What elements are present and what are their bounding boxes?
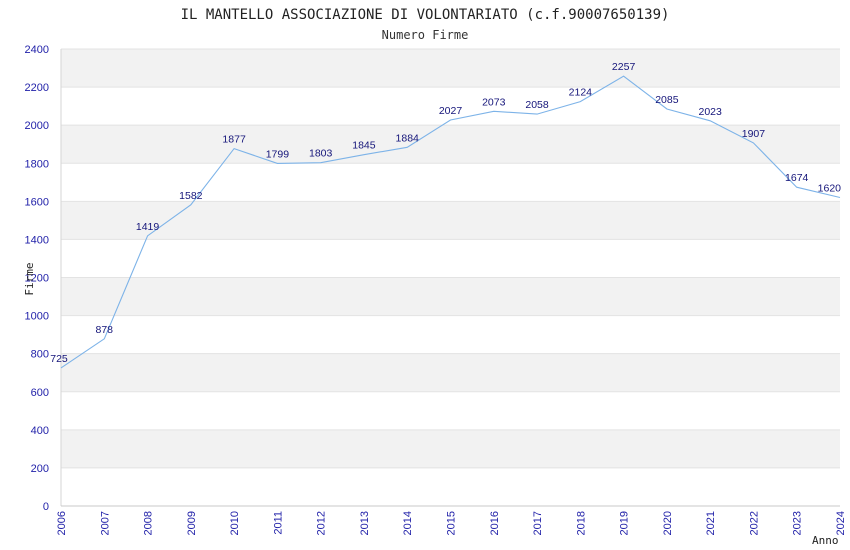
grid-band [61, 353, 840, 392]
x-tick-label: 2018 [575, 511, 587, 535]
x-tick-label: 2019 [619, 511, 631, 535]
y-tick-label: 2400 [25, 44, 49, 56]
data-label: 2058 [525, 99, 549, 111]
data-labels: 725 878 1419 1582 1877 1799 1803 1845 1884 2027 20… [50, 61, 841, 365]
data-label: 1620 [818, 183, 842, 195]
x-axis-label: Anno [812, 534, 839, 547]
y-tick-label: 600 [31, 387, 49, 399]
y-tick-label: 2000 [25, 120, 49, 132]
x-tick-label: 2008 [143, 511, 155, 535]
series-line [60, 75, 841, 369]
y-tick-label: 400 [31, 425, 49, 437]
data-label: 1799 [266, 148, 290, 160]
y-tick-label: 200 [31, 463, 49, 475]
axes [60, 49, 840, 507]
x-tick-label: 2020 [662, 511, 674, 535]
grid-bands [61, 49, 840, 468]
data-label: 1674 [785, 172, 809, 184]
chart-subtitle: Numero Firme [382, 28, 469, 42]
y-tick-label: 1800 [25, 158, 49, 170]
x-tick-label: 2006 [56, 511, 68, 535]
x-tick-label: 2024 [835, 511, 847, 535]
chart-title: IL MANTELLO ASSOCIAZIONE DI VOLONTARIATO… [181, 7, 670, 23]
x-tick-label: 2009 [186, 511, 198, 535]
data-label: 1884 [396, 132, 420, 144]
grid-band [61, 201, 840, 240]
x-axis-ticks: 2006 2007 2008 2009 2010 2011 2012 2013 2014 2015… [56, 511, 847, 535]
x-tick-label: 2011 [272, 511, 284, 535]
y-axis-ticks: 0 200 400 600 800 1000 1200 1400 1600 1800 2000 220… [25, 44, 49, 513]
data-label: 1803 [309, 148, 333, 160]
y-tick-label: 0 [43, 501, 49, 513]
y-tick-label: 1400 [25, 234, 49, 246]
x-tick-label: 2022 [748, 511, 760, 535]
x-tick-label: 2007 [99, 511, 111, 535]
x-tick-label: 2010 [229, 511, 241, 535]
grid-band [61, 277, 840, 316]
data-label: 725 [50, 353, 68, 365]
data-label: 1845 [352, 140, 376, 152]
y-tick-label: 2200 [25, 82, 49, 94]
data-label: 2085 [655, 94, 679, 106]
x-tick-label: 2012 [316, 511, 328, 535]
x-tick-label: 2023 [792, 511, 804, 535]
data-label: 2124 [569, 87, 593, 99]
x-tick-label: 2015 [446, 511, 458, 535]
x-tick-label: 2014 [402, 511, 414, 535]
data-label: 878 [96, 324, 114, 336]
y-tick-label: 1000 [25, 311, 49, 323]
data-label: 2257 [612, 61, 636, 73]
x-tick-label: 2021 [705, 511, 717, 535]
data-label: 1582 [179, 190, 203, 202]
x-tick-label: 2016 [489, 511, 501, 535]
y-axis-label: Firme [23, 262, 36, 295]
grid-band [61, 429, 840, 468]
data-label: 1877 [222, 134, 246, 146]
series-line-path [60, 75, 841, 369]
x-tick-label: 2017 [532, 511, 544, 535]
y-tick-label: 1600 [25, 196, 49, 208]
y-tick-label: 800 [31, 349, 49, 361]
data-label: 2073 [482, 96, 506, 108]
data-label: 1907 [742, 128, 766, 140]
data-label: 1419 [136, 221, 160, 233]
data-label: 2027 [439, 105, 463, 117]
x-tick-label: 2013 [359, 511, 371, 535]
data-label: 2023 [698, 106, 722, 118]
grid-band [61, 49, 840, 88]
grid-band [61, 125, 840, 164]
y-tick-label: 1200 [25, 273, 49, 285]
